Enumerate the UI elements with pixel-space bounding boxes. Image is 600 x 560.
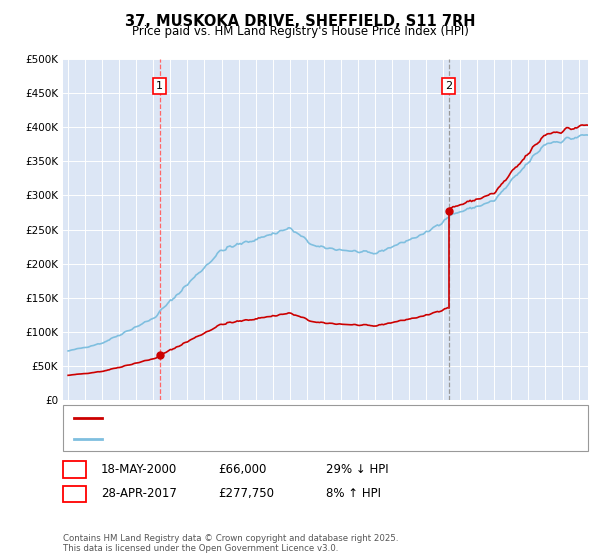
Text: 18-MAY-2000: 18-MAY-2000 <box>101 463 177 476</box>
Text: 2: 2 <box>71 487 78 501</box>
Text: £277,750: £277,750 <box>218 487 274 501</box>
Text: 37, MUSKOKA DRIVE, SHEFFIELD, S11 7RH (detached house): 37, MUSKOKA DRIVE, SHEFFIELD, S11 7RH (d… <box>108 413 440 423</box>
Text: HPI: Average price, detached house, Sheffield: HPI: Average price, detached house, Shef… <box>108 435 359 444</box>
Text: £66,000: £66,000 <box>218 463 266 476</box>
Text: 1: 1 <box>71 463 78 476</box>
Text: 2: 2 <box>445 81 452 91</box>
Text: 37, MUSKOKA DRIVE, SHEFFIELD, S11 7RH: 37, MUSKOKA DRIVE, SHEFFIELD, S11 7RH <box>125 14 475 29</box>
Text: 29% ↓ HPI: 29% ↓ HPI <box>326 463 388 476</box>
Text: Contains HM Land Registry data © Crown copyright and database right 2025.
This d: Contains HM Land Registry data © Crown c… <box>63 534 398 553</box>
Text: 28-APR-2017: 28-APR-2017 <box>101 487 176 501</box>
Text: Price paid vs. HM Land Registry's House Price Index (HPI): Price paid vs. HM Land Registry's House … <box>131 25 469 38</box>
Text: 1: 1 <box>156 81 163 91</box>
Text: 8% ↑ HPI: 8% ↑ HPI <box>326 487 381 501</box>
